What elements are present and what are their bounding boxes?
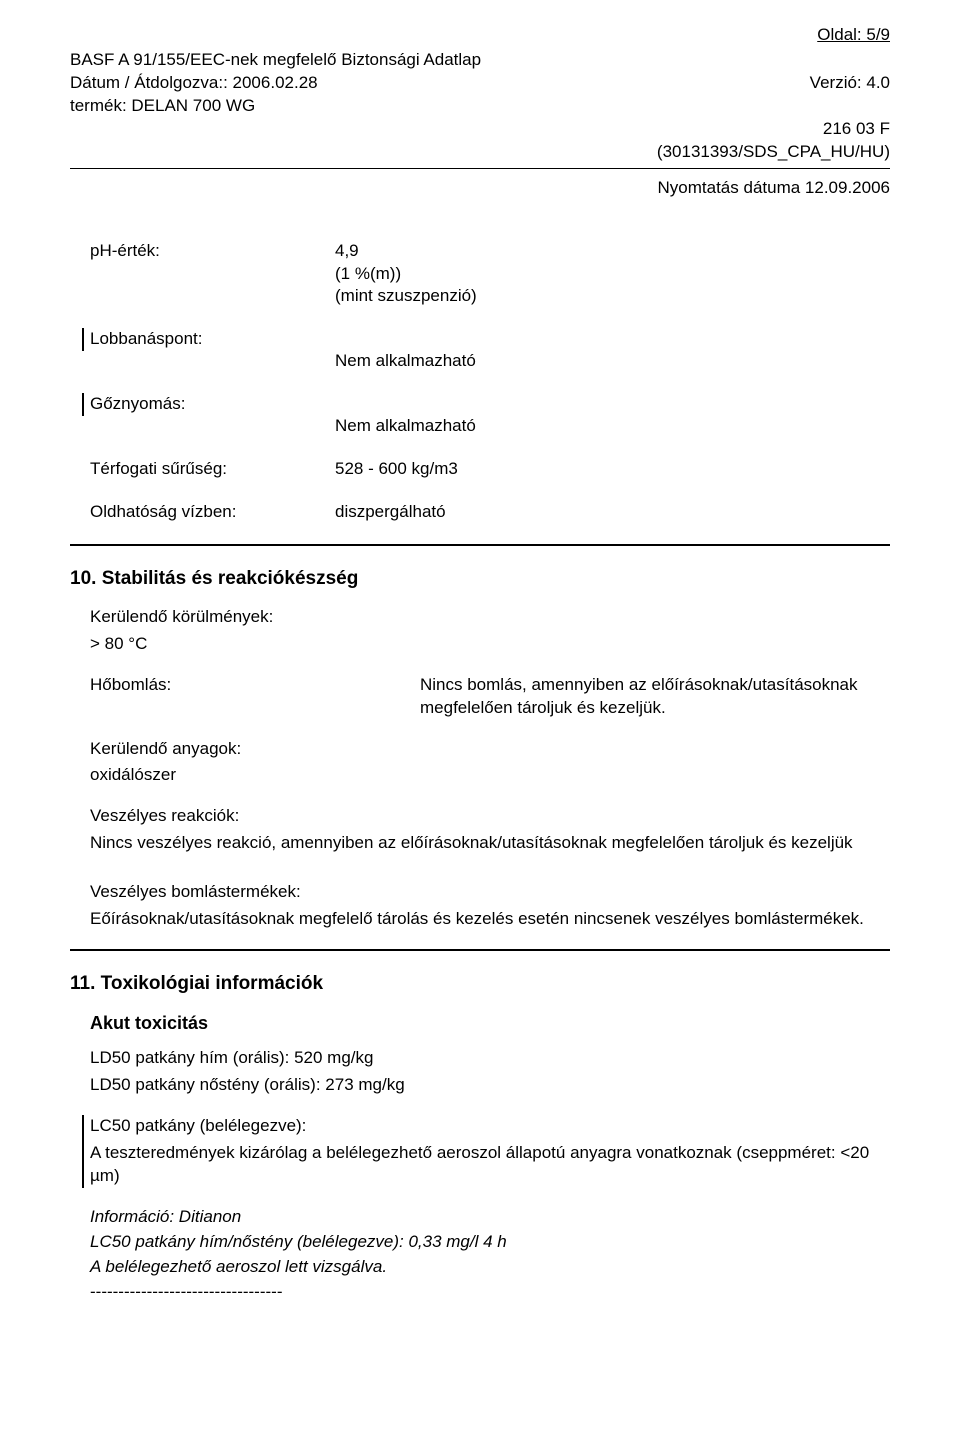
thermal-decomp-value: Nincs bomlás, amennyiben az előírásoknak… (420, 674, 890, 720)
section-10-title: 10. Stabilitás és reakciókészség (70, 566, 890, 592)
prop-vapour-value: Nem alkalmazható (335, 393, 890, 438)
header-line-3-left: termék: DELAN 700 WG (70, 95, 255, 118)
info-label: Információ: Ditianon (90, 1206, 890, 1229)
haz-decomp-label: Veszélyes bomlástermékek: (90, 881, 890, 904)
prop-solub-label: Oldhatóság vízben: (90, 501, 335, 524)
thermal-decomp-row: Hőbomlás: Nincs bomlás, amennyiben az el… (70, 674, 890, 720)
properties-block: pH-érték: 4,9 (1 %(m)) (mint szuszpenzió… (90, 240, 890, 525)
prop-flash-value: Nem alkalmazható (335, 328, 890, 373)
prop-flashpoint: Lobbanáspont: Nem alkalmazható (90, 328, 890, 373)
lc50-text: A teszteredmények kizárólag a belélegezh… (90, 1142, 890, 1188)
header-sds-id: (30131393/SDS_CPA_HU/HU) (70, 141, 890, 164)
materials-avoid-block: Kerülendő anyagok: oxidálószer Veszélyes… (90, 738, 890, 932)
section-11-title: 11. Toxikológiai információk (70, 971, 890, 997)
prop-solub-value: diszpergálható (335, 501, 890, 524)
section-11-body: Akut toxicitás LD50 patkány hím (orális)… (90, 1011, 890, 1304)
header-rule (70, 168, 890, 169)
haz-decomp-value: Eőírásoknak/utasításoknak megfelelő táro… (90, 908, 890, 931)
dashes-separator: ---------------------------------- (90, 1281, 890, 1304)
section-divider-1 (70, 544, 890, 546)
conditions-avoid-label: Kerülendő körülmények: (90, 606, 890, 629)
materials-avoid-label: Kerülendő anyagok: (90, 738, 890, 761)
header-print-date: Nyomtatás dátuma 12.09.2006 (70, 177, 890, 200)
header-line-2-right: Verzió: 4.0 (810, 72, 890, 95)
prop-ph-label: pH-érték: (90, 240, 335, 263)
haz-reactions-label: Veszélyes reakciók: (90, 805, 890, 828)
ld50-male: LD50 patkány hím (orális): 520 mg/kg (90, 1047, 890, 1070)
prop-bulk-label: Térfogati sűrűség: (90, 458, 335, 481)
info-line-2: A belélegezhető aeroszol lett vizsgálva. (90, 1256, 890, 1279)
section-10-body: Kerülendő körülmények: > 80 °C (90, 606, 890, 656)
prop-vapour: Gőznyomás: Nem alkalmazható (90, 393, 890, 438)
page-number: Oldal: 5/9 (70, 24, 890, 47)
conditions-avoid-value: > 80 °C (90, 633, 890, 656)
prop-vapour-label: Gőznyomás: (82, 393, 335, 416)
prop-flash-label: Lobbanáspont: (82, 328, 335, 351)
prop-bulk-density: Térfogati sűrűség: 528 - 600 kg/m3 (90, 458, 890, 481)
ph-value-line1: 4,9 (335, 240, 890, 263)
header-code: 216 03 F (70, 118, 890, 141)
info-line-1: LC50 patkány hím/nőstény (belélegezve): … (90, 1231, 890, 1254)
lc50-block: LC50 patkány (belélegezve): A teszteredm… (82, 1115, 890, 1188)
ld50-female: LD50 patkány nőstény (orális): 273 mg/kg (90, 1074, 890, 1097)
ph-value-line3: (mint szuszpenzió) (335, 285, 890, 308)
prop-bulk-value: 528 - 600 kg/m3 (335, 458, 890, 481)
prop-ph: pH-érték: 4,9 (1 %(m)) (mint szuszpenzió… (90, 240, 890, 309)
header-line-1-left: BASF A 91/155/EEC-nek megfelelő Biztonsá… (70, 49, 481, 72)
acute-toxicity-title: Akut toxicitás (90, 1011, 890, 1035)
ph-value-line2: (1 %(m)) (335, 263, 890, 286)
lc50-label: LC50 patkány (belélegezve): (90, 1115, 890, 1138)
section-divider-2 (70, 949, 890, 951)
prop-solubility: Oldhatóság vízben: diszpergálható (90, 501, 890, 524)
document-header: Oldal: 5/9 BASF A 91/155/EEC-nek megfele… (70, 24, 890, 164)
materials-avoid-value: oxidálószer (90, 764, 890, 787)
thermal-decomp-label: Hőbomlás: (90, 674, 420, 697)
prop-ph-value: 4,9 (1 %(m)) (mint szuszpenzió) (335, 240, 890, 309)
header-line-2-left: Dátum / Átdolgozva:: 2006.02.28 (70, 72, 318, 95)
haz-reactions-value: Nincs veszélyes reakció, amennyiben az e… (90, 832, 890, 855)
